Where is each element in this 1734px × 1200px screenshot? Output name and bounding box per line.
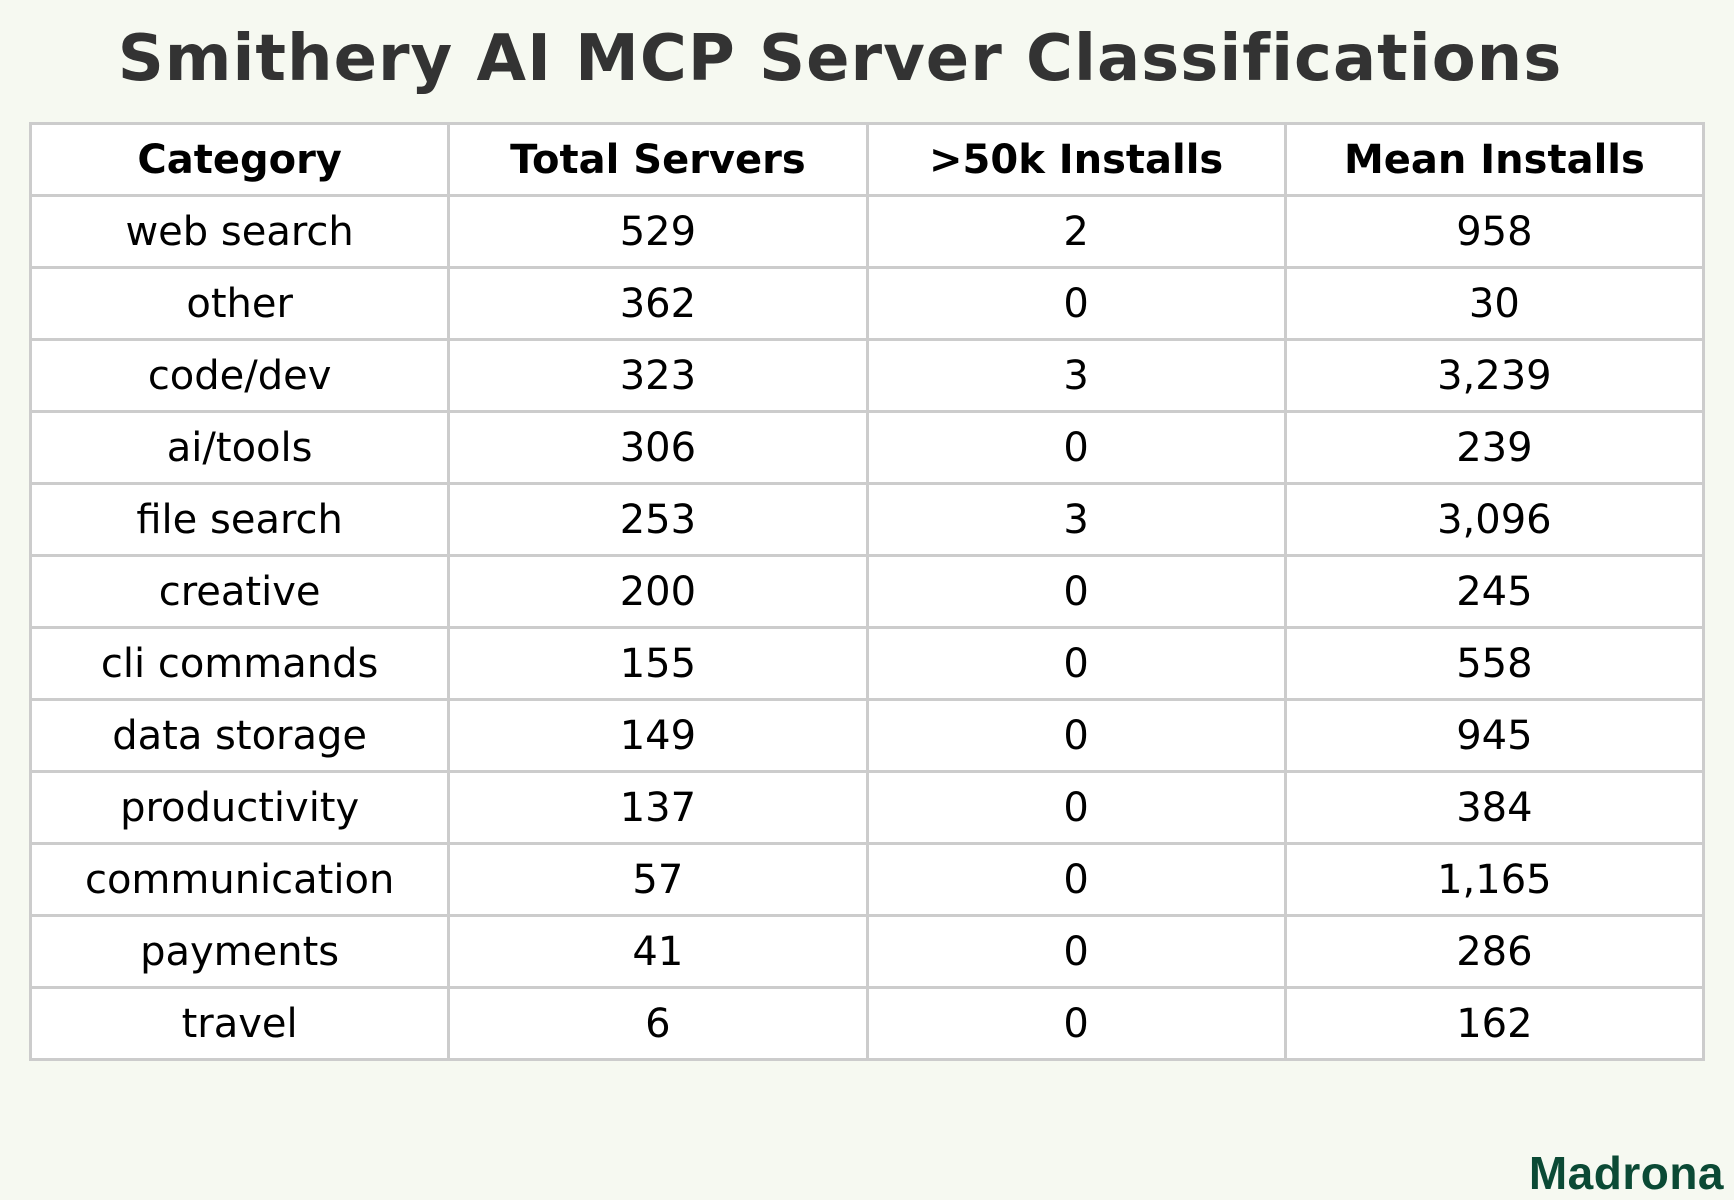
table-cell: travel (28, 986, 451, 1061)
table-cell: 137 (447, 770, 869, 845)
table-cell: communication (28, 842, 451, 917)
table-cell: 0 (865, 914, 1287, 989)
table-row: productivity 137 0 384 (28, 770, 1706, 845)
table-cell: 0 (865, 626, 1287, 701)
table-row: file search 253 3 3,096 (28, 482, 1706, 557)
table-row: other 362 0 30 (28, 266, 1706, 341)
table-row: web search 529 2 958 (28, 194, 1706, 269)
table-cell: 3 (865, 338, 1287, 413)
table-cell: 6 (447, 986, 869, 1061)
table-cell: 0 (865, 410, 1287, 485)
column-header: >50k Installs (865, 122, 1287, 197)
header-row: Category Total Servers >50k Installs Mean I… (28, 122, 1706, 197)
table-cell: code/dev (28, 338, 451, 413)
table-cell: 945 (1283, 698, 1706, 773)
table-cell: 162 (1283, 986, 1706, 1061)
table-cell: 558 (1283, 626, 1706, 701)
table-row: code/dev 323 3 3,239 (28, 338, 1706, 413)
table-row: cli commands 155 0 558 (28, 626, 1706, 701)
table-cell: 253 (447, 482, 869, 557)
table-cell: 286 (1283, 914, 1706, 989)
table-cell: data storage (28, 698, 451, 773)
table-cell: productivity (28, 770, 451, 845)
classification-table: Category Total Servers >50k Installs Mean I… (28, 122, 1706, 1061)
table-cell: 384 (1283, 770, 1706, 845)
table-cell: 3,239 (1283, 338, 1706, 413)
table-cell: 529 (447, 194, 869, 269)
table-cell: 306 (447, 410, 869, 485)
table-cell: 0 (865, 770, 1287, 845)
table-cell: 1,165 (1283, 842, 1706, 917)
table-cell: 30 (1283, 266, 1706, 341)
table-cell: web search (28, 194, 451, 269)
table-cell: 149 (447, 698, 869, 773)
table-cell: 239 (1283, 410, 1706, 485)
table-row: communication 57 0 1,165 (28, 842, 1706, 917)
column-header: Category (28, 122, 451, 197)
table-cell: 362 (447, 266, 869, 341)
table-cell: 0 (865, 554, 1287, 629)
table-cell: 3,096 (1283, 482, 1706, 557)
table-cell: 958 (1283, 194, 1706, 269)
table-cell: file search (28, 482, 451, 557)
column-header: Mean Installs (1283, 122, 1706, 197)
table-row: travel 6 0 162 (28, 986, 1706, 1061)
table-cell: 0 (865, 698, 1287, 773)
table-row: payments 41 0 286 (28, 914, 1706, 989)
column-header: Total Servers (447, 122, 869, 197)
page-title: Smithery AI MCP Server Classifications (117, 22, 1563, 96)
table-cell: 323 (447, 338, 869, 413)
madrona-logo: Madrona (1528, 1147, 1724, 1199)
table-row: creative 200 0 245 (28, 554, 1706, 629)
table-row: ai/tools 306 0 239 (28, 410, 1706, 485)
table-cell: ai/tools (28, 410, 451, 485)
table-cell: creative (28, 554, 451, 629)
table-cell: 155 (447, 626, 869, 701)
table-cell: 200 (447, 554, 869, 629)
table-cell: 57 (447, 842, 869, 917)
table-cell: 2 (865, 194, 1287, 269)
table-cell: cli commands (28, 626, 451, 701)
table-cell: 245 (1283, 554, 1706, 629)
table-cell: other (28, 266, 451, 341)
table-cell: payments (28, 914, 451, 989)
table-cell: 0 (865, 986, 1287, 1061)
table-cell: 0 (865, 266, 1287, 341)
table-cell: 41 (447, 914, 869, 989)
table-row: data storage 149 0 945 (28, 698, 1706, 773)
table-cell: 3 (865, 482, 1287, 557)
table-cell: 0 (865, 842, 1287, 917)
